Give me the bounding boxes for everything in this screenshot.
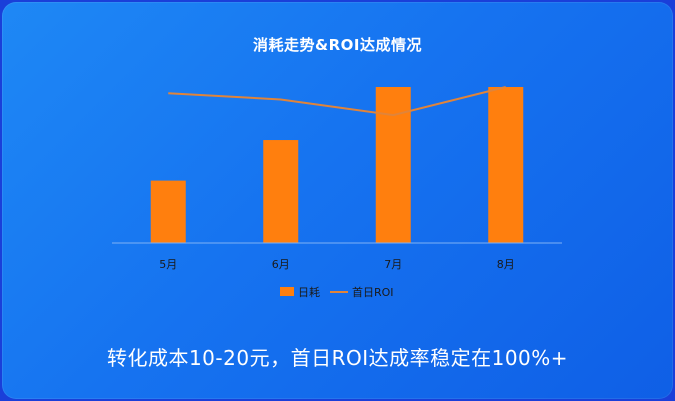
- roi-line: [168, 86, 506, 117]
- legend-label-bar: 日耗: [298, 286, 320, 299]
- legend: 日耗 首日ROI: [280, 285, 394, 299]
- x-tick-label: 6月: [272, 258, 290, 271]
- bar-3: [488, 87, 524, 243]
- bar-0: [150, 180, 186, 243]
- x-tick-label: 8月: [497, 258, 515, 271]
- x-tick-label: 5月: [159, 258, 177, 271]
- x-tick-labels: 5月 6月 7月 8月: [159, 258, 515, 271]
- chart-title: 消耗走势&ROI达成情况: [253, 36, 422, 54]
- legend-label-line: 首日ROI: [352, 285, 394, 299]
- bars-layer: [150, 87, 524, 243]
- bar-1: [263, 140, 299, 243]
- x-tick-label: 7月: [384, 258, 402, 271]
- line-layer: [168, 86, 506, 117]
- legend-swatch-bar: [280, 287, 294, 296]
- summary-caption: 转化成本10-20元，首日ROI达成率稳定在100%+: [106, 346, 569, 370]
- bar-2: [375, 87, 411, 243]
